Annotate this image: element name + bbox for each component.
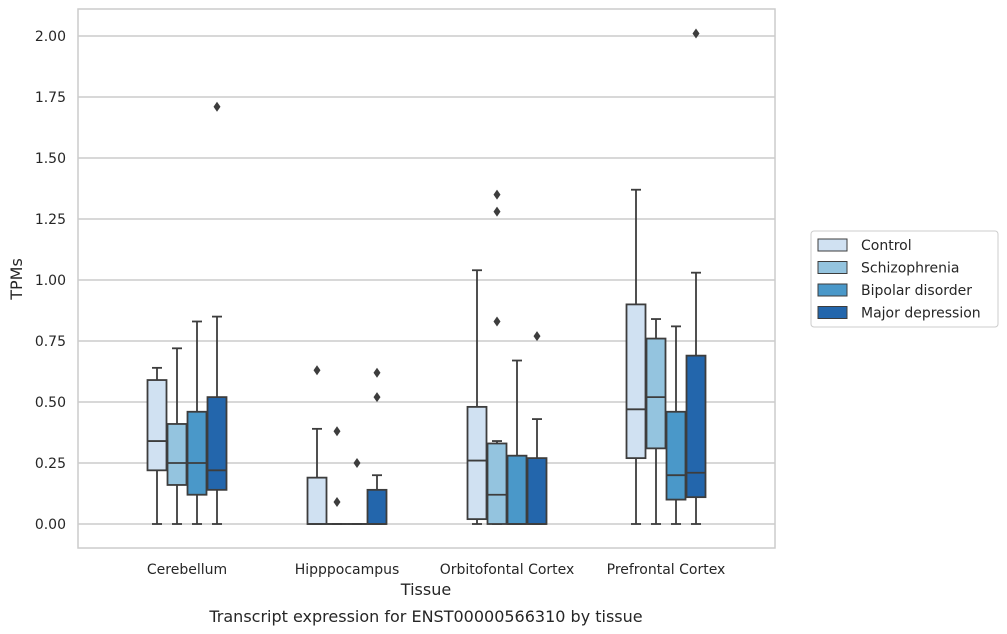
box-major-depression [206, 101, 228, 525]
legend-label: Control [861, 238, 912, 254]
box-iqr [146, 379, 168, 472]
y-tick-label: 0.75 [35, 334, 66, 350]
y-tick-labels: 0.00 0.25 0.50 0.75 1.00 1.25 1.50 1.75 2.00 [35, 29, 66, 533]
y-tick-label: 0.50 [35, 395, 66, 411]
chart-caption: Transcript expression for ENST0000056631… [208, 607, 642, 626]
box-bipolar-disorder [346, 458, 368, 525]
box-bipolar-disorder [506, 359, 528, 525]
outlier-point [692, 28, 700, 39]
box-plot-series [146, 28, 707, 525]
legend-swatch [817, 283, 848, 297]
box-iqr [366, 488, 388, 525]
y-tick-label: 1.00 [35, 273, 66, 289]
box-iqr [625, 303, 647, 460]
box-control [146, 366, 168, 525]
legend-swatch [817, 306, 848, 319]
legend-swatch [817, 261, 848, 274]
box-major-depression [526, 331, 548, 525]
box-iqr [685, 354, 707, 499]
box-iqr [166, 423, 188, 486]
outlier-point [533, 331, 541, 342]
outlier-point [213, 101, 221, 112]
box-bipolar-disorder [665, 325, 687, 525]
outlier-point [493, 189, 501, 200]
x-tick-label: Orbitofontal Cortex [440, 562, 575, 578]
outlier-point [333, 497, 341, 508]
box-iqr [306, 476, 328, 525]
box-schizophrenia [166, 347, 188, 525]
box-schizophrenia [326, 426, 348, 525]
box-iqr [486, 442, 508, 525]
outlier-point [313, 365, 321, 376]
y-axis-title: TPMs [7, 258, 26, 301]
box-control [306, 365, 328, 525]
legend-label: Schizophrenia [861, 261, 959, 277]
y-tick-label: 0.00 [35, 517, 66, 533]
outlier-point [373, 367, 381, 378]
x-axis-title: Tissue [400, 580, 451, 599]
plot-area-frame [77, 8, 776, 549]
box-iqr [466, 405, 488, 521]
y-tick-label: 1.75 [35, 90, 66, 106]
y-tick-label: 0.25 [35, 456, 66, 472]
box-control [625, 188, 647, 525]
box-schizophrenia [486, 189, 508, 525]
box-iqr [206, 396, 228, 491]
box-iqr [645, 337, 667, 450]
box-iqr [506, 454, 528, 525]
legend-swatch [817, 238, 848, 252]
outlier-point [493, 316, 501, 327]
box-major-depression [685, 28, 707, 525]
legend-label: Major depression [861, 306, 981, 322]
legend: Control Schizophrenia Bipolar disorder Majo… [810, 230, 999, 328]
y-tick-label: 2.00 [35, 29, 66, 45]
box-major-depression [366, 367, 388, 525]
box-iqr [526, 457, 548, 525]
box-iqr [665, 410, 687, 501]
outlier-point [373, 392, 381, 403]
box-control [466, 269, 488, 525]
box-bipolar-disorder [186, 320, 208, 525]
y-tick-label: 1.25 [35, 212, 66, 228]
x-tick-label: Hipppocampus [295, 562, 400, 578]
legend-label: Bipolar disorder [861, 283, 972, 299]
outlier-point [493, 206, 501, 217]
outlier-point [333, 426, 341, 437]
box-schizophrenia [645, 318, 667, 525]
legend-frame [810, 230, 999, 328]
x-tick-labels: Cerebellum Hipppocampus Orbitofontal Corte… [147, 562, 725, 578]
outlier-point [353, 458, 361, 468]
y-tick-label: 1.50 [35, 151, 66, 167]
box-iqr [186, 410, 208, 496]
x-tick-label: Cerebellum [147, 562, 227, 578]
x-tick-label: Prefrontal Cortex [607, 562, 726, 578]
